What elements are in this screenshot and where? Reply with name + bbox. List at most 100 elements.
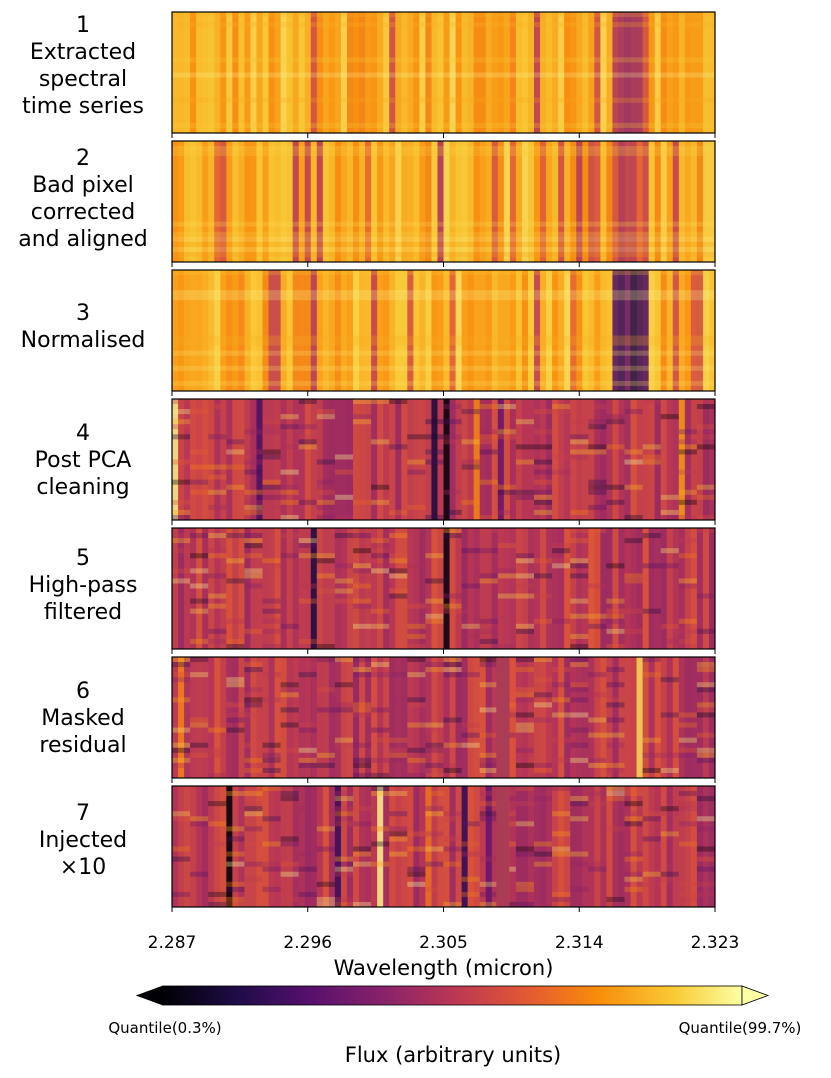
heatmap-cell	[515, 553, 534, 559]
heatmap-column	[407, 786, 414, 907]
heatmap-column	[612, 12, 619, 133]
heatmap-cell	[570, 662, 589, 668]
panel-label-line: 2	[76, 146, 90, 171]
heatmap-column	[672, 270, 680, 391]
heatmap-column	[473, 12, 480, 133]
heatmap-row	[172, 251, 715, 257]
heatmap-cell	[244, 876, 263, 882]
heatmap-cell	[316, 826, 335, 832]
heatmap-cell	[244, 806, 263, 812]
heatmap-cell	[534, 499, 553, 505]
colorbar-extend-low	[135, 985, 164, 1006]
heatmap-column	[244, 141, 251, 262]
heatmap-column	[497, 270, 505, 391]
heatmap-cell	[208, 841, 227, 847]
heatmap-cell	[316, 558, 335, 564]
heatmap-column	[262, 528, 269, 649]
heatmap-column	[546, 399, 553, 520]
heatmap-cell	[425, 598, 444, 604]
heatmap-cell	[515, 697, 534, 703]
heatmap-column	[642, 12, 649, 133]
heatmap-column	[588, 528, 595, 649]
heatmap-cell	[425, 434, 444, 440]
heatmap-cell	[696, 707, 715, 713]
heatmap-row	[172, 295, 715, 301]
heatmap-column	[564, 528, 571, 649]
heatmap-cell	[190, 717, 209, 723]
heatmap-column	[696, 12, 704, 133]
heatmap-cell	[461, 722, 480, 728]
heatmap-cell	[696, 826, 715, 832]
heatmap-column	[624, 12, 631, 133]
x-tick-label: 2.323	[691, 933, 740, 953]
heatmap-cell	[172, 742, 191, 748]
heatmap-column	[654, 786, 661, 907]
panel-label-line: Extracted	[30, 40, 136, 65]
heatmap-cell	[226, 439, 245, 445]
heatmap-cell	[244, 509, 263, 515]
heatmap-column	[214, 141, 221, 262]
heatmap-column	[214, 270, 221, 391]
heatmap-column	[473, 528, 480, 649]
heatmap-column	[238, 12, 245, 133]
heatmap-column	[678, 12, 686, 133]
heatmap-column	[377, 657, 384, 778]
heatmap-column	[509, 399, 517, 520]
heatmap-cell	[280, 682, 299, 688]
heatmap-cell	[497, 489, 516, 495]
heatmap-column	[666, 270, 674, 391]
heatmap-cell	[262, 786, 281, 792]
heatmap-cell	[208, 474, 227, 480]
panel-label-line: cleaning	[36, 475, 129, 500]
heatmap-column	[600, 141, 607, 262]
heatmap-cell	[226, 896, 245, 902]
heatmap-cell	[280, 499, 299, 505]
heatmap-cell	[280, 469, 299, 475]
heatmap-cell	[515, 752, 534, 758]
heatmap-column	[172, 786, 179, 907]
heatmap-cell	[334, 791, 353, 797]
panel-label-line: 6	[76, 679, 90, 704]
heatmap-cell	[606, 414, 625, 420]
heatmap-cell	[479, 816, 498, 822]
heatmap-cell	[642, 533, 661, 539]
heatmap-column	[346, 528, 354, 649]
heatmap-cell	[570, 757, 589, 763]
heatmap-cell	[371, 399, 390, 405]
heatmap-cell	[443, 901, 462, 907]
heatmap-cell	[172, 846, 191, 852]
heatmap-cell	[642, 608, 661, 614]
heatmap-column	[298, 657, 306, 778]
heatmap-column	[244, 399, 251, 520]
heatmap-cell	[588, 791, 607, 797]
heatmap-column	[238, 657, 245, 778]
heatmap-row	[172, 380, 715, 386]
heatmap-column	[304, 786, 312, 907]
heatmap-cell	[624, 578, 643, 584]
heatmap-column	[690, 270, 698, 391]
heatmap-column	[292, 141, 299, 262]
heatmap-cell	[172, 657, 191, 663]
heatmap-column	[564, 270, 571, 391]
heatmap-column	[684, 528, 692, 649]
heatmap-cell	[479, 732, 498, 738]
heatmap-column	[220, 399, 227, 520]
heatmap-cell	[461, 841, 480, 847]
heatmap-cell	[461, 891, 480, 897]
heatmap-cell	[334, 901, 353, 907]
heatmap-cell	[262, 643, 281, 649]
heatmap-column	[292, 12, 299, 133]
heatmap-column	[648, 141, 655, 262]
heatmap-column	[256, 270, 263, 391]
heatmap-column	[546, 141, 553, 262]
heatmap-cell	[371, 484, 390, 490]
heatmap-column	[202, 12, 209, 133]
heatmap-column	[473, 270, 480, 391]
heatmap-column	[654, 528, 661, 649]
heatmap-cell	[696, 747, 715, 753]
heatmap-cell	[389, 811, 408, 817]
heatmap-column	[642, 786, 649, 907]
heatmap-cell	[244, 628, 263, 634]
heatmap-cell	[624, 801, 643, 807]
heatmap-cell	[642, 871, 661, 877]
